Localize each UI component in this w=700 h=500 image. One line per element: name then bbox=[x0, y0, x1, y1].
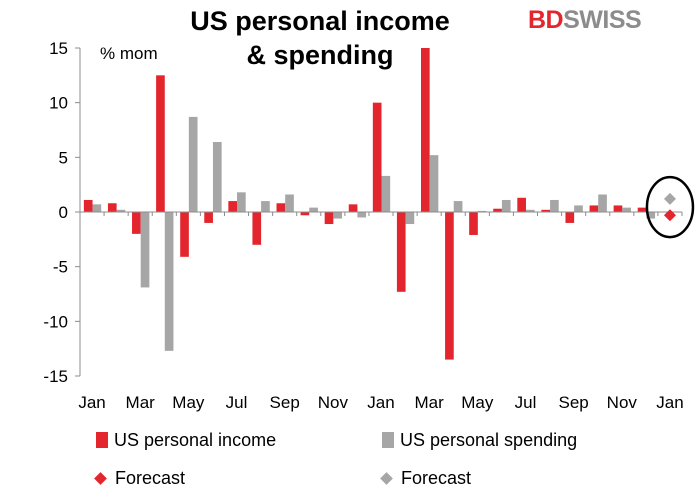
spending-bar bbox=[237, 192, 246, 212]
forecast-highlight-circle bbox=[645, 175, 695, 239]
forecast-spending-marker bbox=[663, 192, 676, 205]
income-bar bbox=[541, 209, 551, 212]
unit-label: % mom bbox=[100, 44, 158, 63]
logo-part-bd: BD bbox=[528, 6, 564, 34]
spending-bar bbox=[261, 201, 270, 212]
income-bar bbox=[517, 197, 526, 212]
x-tick-label: Jan bbox=[656, 393, 683, 412]
spending-bar bbox=[405, 212, 415, 225]
spending-bar bbox=[646, 212, 656, 219]
y-tick-label: 0 bbox=[59, 203, 68, 222]
x-tick-label: May bbox=[461, 393, 494, 412]
spending-bar bbox=[429, 155, 439, 212]
spending-bar bbox=[309, 207, 318, 212]
x-tick-label: Mar bbox=[415, 393, 445, 412]
income-bar bbox=[300, 212, 310, 216]
income-bar bbox=[396, 212, 406, 292]
x-tick-label: Jan bbox=[367, 393, 394, 412]
x-tick-label: Jul bbox=[515, 393, 537, 412]
spending-bar bbox=[598, 194, 607, 212]
x-tick-label: Sep bbox=[270, 393, 300, 412]
y-tick-label: -5 bbox=[53, 258, 68, 277]
spending-bar bbox=[92, 204, 102, 212]
income-bar bbox=[420, 48, 430, 212]
y-tick-label: 10 bbox=[49, 94, 68, 113]
income-bar bbox=[493, 208, 502, 212]
income-bar bbox=[83, 199, 93, 212]
spending-bar bbox=[550, 199, 559, 212]
income-bar bbox=[348, 204, 358, 212]
spending-bar bbox=[525, 209, 535, 212]
spending-bar bbox=[357, 212, 367, 218]
income-bar bbox=[204, 212, 213, 223]
spending-bar bbox=[140, 212, 150, 288]
chart-title-line1: US personal income bbox=[190, 6, 450, 36]
spending-bar bbox=[622, 207, 631, 212]
income-bar bbox=[637, 207, 647, 212]
spending-bar bbox=[188, 116, 198, 212]
income-bar bbox=[589, 205, 599, 212]
legend-diamond-forecast-income bbox=[94, 471, 107, 485]
spending-bar bbox=[116, 209, 126, 212]
spending-bar bbox=[574, 205, 583, 212]
income-bar bbox=[252, 212, 262, 245]
y-tick-label: -15 bbox=[43, 367, 68, 386]
income-bar bbox=[469, 212, 478, 235]
spending-bar bbox=[164, 212, 174, 351]
chart-title: US personal income & spending bbox=[150, 4, 490, 72]
y-tick-label: 15 bbox=[49, 39, 68, 58]
spending-bar bbox=[212, 142, 222, 212]
legend-label-income: US personal income bbox=[114, 429, 277, 450]
x-tick-label: May bbox=[172, 393, 205, 412]
income-bar bbox=[565, 212, 575, 223]
x-tick-label: Mar bbox=[126, 393, 156, 412]
chart-title-line2: & spending bbox=[246, 40, 394, 70]
spending-bar bbox=[285, 194, 294, 212]
legend-item-spending: US personal spending bbox=[382, 428, 577, 452]
legend-label-forecast-spending: Forecast bbox=[401, 467, 472, 488]
logo-part-swiss: SWISS bbox=[563, 6, 642, 34]
income-bar bbox=[445, 212, 454, 360]
income-bar bbox=[372, 102, 382, 212]
legend-label-forecast-income: Forecast bbox=[115, 467, 186, 488]
income-bar bbox=[276, 203, 286, 212]
legend-swatch-income bbox=[96, 432, 108, 448]
spending-bar bbox=[333, 212, 343, 219]
income-bar bbox=[613, 205, 623, 212]
spending-bar bbox=[501, 199, 511, 212]
legend-label-spending: US personal spending bbox=[400, 429, 578, 450]
legend-swatch-spending bbox=[382, 432, 394, 448]
spending-bar bbox=[453, 201, 463, 212]
spending-bar bbox=[477, 210, 487, 212]
y-tick-label: 5 bbox=[59, 148, 68, 167]
forecast-income-marker bbox=[663, 209, 676, 222]
income-bar bbox=[180, 212, 189, 257]
x-tick-label: Nov bbox=[607, 393, 638, 412]
x-tick-label: Jan bbox=[78, 393, 105, 412]
legend-diamond-forecast-spending bbox=[380, 471, 393, 485]
income-bar bbox=[107, 203, 117, 212]
income-bar bbox=[156, 75, 165, 212]
income-bar bbox=[324, 212, 334, 225]
bdswiss-logo: BDSWISS bbox=[528, 6, 642, 35]
legend-item-forecast-income: Forecast bbox=[92, 466, 185, 490]
legend-item-forecast-spending: Forecast bbox=[378, 466, 471, 490]
legend-item-income: US personal income bbox=[96, 428, 276, 452]
income-bar bbox=[132, 212, 141, 234]
x-tick-label: Nov bbox=[318, 393, 349, 412]
x-tick-label: Jul bbox=[226, 393, 248, 412]
y-tick-label: -10 bbox=[43, 312, 68, 331]
income-bar bbox=[228, 201, 238, 212]
x-tick-label: Sep bbox=[559, 393, 589, 412]
spending-bar bbox=[381, 175, 391, 212]
